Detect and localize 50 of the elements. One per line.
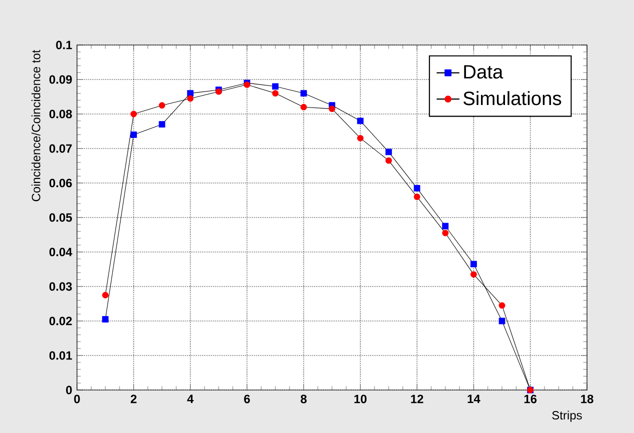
point (385, 157, 392, 164)
point (498, 302, 506, 309)
point (470, 260, 477, 268)
point (300, 90, 307, 97)
legend-label: Data (464, 65, 504, 79)
x-axis-title: Strips (552, 410, 582, 422)
point (158, 121, 166, 128)
point (442, 222, 449, 230)
point (102, 292, 109, 298)
point (300, 104, 307, 110)
point (498, 318, 506, 324)
legend-label: Simulations (463, 91, 562, 106)
point (470, 271, 477, 278)
x-tick-label: 14 (468, 394, 480, 403)
point (187, 95, 194, 102)
x-tick-label: 12 (411, 394, 424, 404)
y-tick-label: 0.02 (49, 316, 72, 326)
y-tick-label: 0.03 (49, 282, 72, 291)
x-tick-label: 10 (354, 394, 367, 404)
x-tick-label: 4 (187, 394, 194, 403)
point (385, 148, 392, 156)
x-tick-label: 18 (581, 394, 594, 404)
point (272, 83, 279, 90)
point (328, 106, 336, 112)
y-tick-label: 0.1 (56, 40, 72, 50)
y-tick-label: 0.06 (49, 178, 72, 188)
x-tick-label: 8 (300, 394, 307, 404)
point (414, 184, 420, 192)
y-tick-label: 0.08 (49, 110, 72, 118)
y-tick-label: 0.01 (49, 351, 72, 360)
point (187, 90, 194, 97)
point (158, 102, 166, 109)
x-tick-label: 0 (74, 394, 80, 404)
y-tick-label: 0.05 (49, 213, 72, 222)
point (414, 194, 420, 200)
y-tick-label: 0 (66, 386, 72, 394)
y-tick-label: 0.07 (49, 144, 72, 153)
point (357, 134, 364, 142)
point (357, 118, 364, 124)
point (130, 110, 137, 118)
y-tick-label: 0.04 (49, 248, 72, 256)
y-axis-title: Coincidence/Coincidence tot (31, 50, 40, 202)
point (272, 90, 279, 97)
point (442, 230, 449, 236)
x-tick-label: 16 (524, 394, 537, 404)
point (102, 316, 109, 322)
y-tick-label: 0.09 (49, 75, 72, 84)
x-tick-label: 6 (244, 394, 250, 404)
point (130, 131, 137, 138)
x-tick-label: 2 (130, 394, 137, 404)
